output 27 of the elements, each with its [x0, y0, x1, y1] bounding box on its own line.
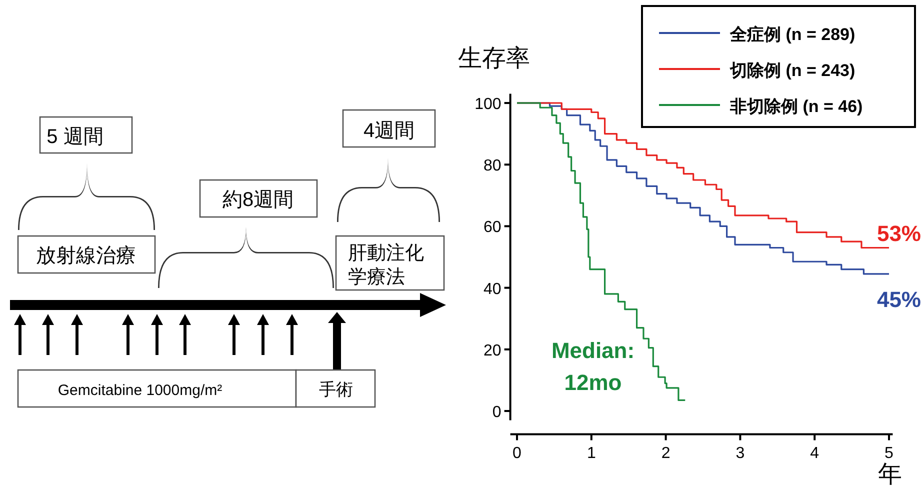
text: 約8週間 [222, 189, 294, 211]
x-tick-label: 2 [661, 445, 670, 462]
text: 手術 [319, 380, 353, 399]
y-tick-label: 60 [484, 219, 502, 236]
x-tick-label: 4 [810, 445, 820, 462]
legend-label: 非切除例 (n = 46) [729, 97, 863, 116]
y-tick-label: 80 [484, 158, 502, 175]
x-tick-label: 3 [736, 445, 745, 462]
x-tick-label: 5 [884, 445, 894, 462]
y-axis-title: 生存率 [458, 45, 530, 72]
text: 4週間 [363, 120, 415, 142]
x-axis-title: 年 [878, 461, 902, 488]
y-tick-label: 100 [474, 96, 502, 113]
y-tick-label: 0 [492, 404, 502, 421]
text: 肝動注化学療法 [348, 242, 424, 288]
text: Gemcitabine 1000mg/m² [58, 382, 222, 399]
text: 放射線治療 [36, 245, 136, 267]
annotation: Median: 12mo [551, 338, 635, 395]
text: 5 週間 [46, 126, 104, 148]
y-tick-label: 40 [484, 280, 502, 298]
legend-label: 全症例 (n = 289) [729, 25, 856, 44]
annotation: 45% [876, 287, 921, 312]
x-tick-label: 1 [586, 445, 596, 462]
x-tick-label: 0 [512, 445, 522, 462]
legend-label: 切除例 (n = 243) [729, 61, 856, 80]
annotation: 53% [876, 221, 921, 246]
y-tick-label: 20 [484, 342, 502, 360]
